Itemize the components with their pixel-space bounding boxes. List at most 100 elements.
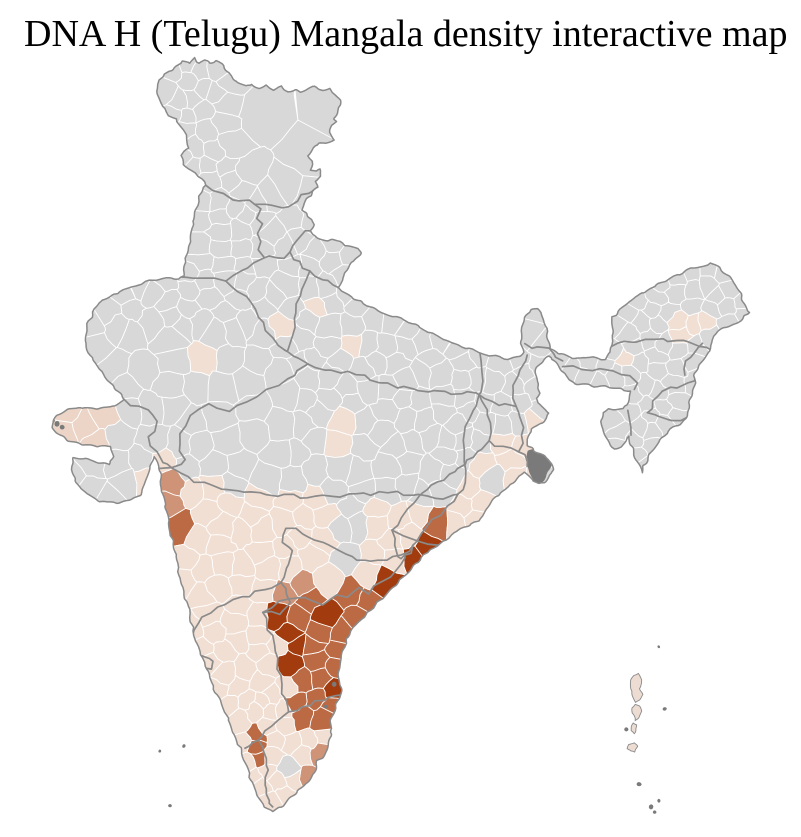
district-cell[interactable] [103, 313, 130, 349]
district-cell[interactable] [298, 764, 378, 837]
district-cell[interactable] [292, 409, 319, 442]
district-cell[interactable] [324, 452, 354, 484]
district-cell[interactable] [407, 477, 435, 507]
district-cell[interactable] [339, 182, 420, 275]
district-cell[interactable] [355, 587, 439, 651]
district-cell[interactable] [225, 195, 246, 220]
district-cell[interactable] [174, 402, 208, 436]
district-cell[interactable] [392, 389, 413, 410]
district-cell[interactable] [208, 208, 234, 226]
island[interactable] [636, 782, 642, 787]
district-cell[interactable] [256, 716, 278, 737]
district-cell[interactable] [267, 156, 304, 206]
island[interactable] [630, 722, 638, 735]
district-cell[interactable] [302, 633, 329, 656]
district-cell[interactable] [230, 238, 254, 260]
district-cell[interactable] [182, 89, 205, 110]
district-cell[interactable] [244, 701, 265, 724]
district-cell[interactable] [55, 248, 123, 327]
district-cell[interactable] [294, 308, 321, 336]
district-cell[interactable] [89, 213, 152, 302]
district-cell[interactable] [394, 258, 451, 340]
district-cell[interactable] [210, 255, 237, 274]
district-cell[interactable] [133, 467, 161, 509]
district-cell[interactable] [318, 172, 406, 254]
district-cell[interactable] [301, 649, 331, 672]
district-cell[interactable] [463, 237, 585, 326]
district-cell[interactable] [222, 316, 247, 349]
island[interactable] [652, 810, 657, 814]
island[interactable] [662, 707, 667, 711]
district-cell[interactable] [101, 0, 183, 83]
district-cell[interactable] [18, 475, 109, 562]
district-cell[interactable] [266, 729, 286, 751]
district-cell[interactable] [183, 766, 263, 833]
district-cell[interactable] [100, 104, 182, 159]
district-cell[interactable] [92, 50, 179, 134]
district-cell[interactable] [144, 676, 230, 758]
district-cell[interactable] [216, 127, 262, 160]
district-cell[interactable] [429, 268, 482, 355]
district-cell[interactable] [667, 407, 750, 489]
district-cell[interactable] [691, 198, 737, 279]
district-cell[interactable] [123, 607, 205, 665]
district-cell[interactable] [734, 299, 801, 388]
district-cell[interactable] [194, 286, 226, 311]
district-cell[interactable] [347, 477, 376, 505]
district-cell[interactable] [442, 291, 483, 361]
district-cell[interactable] [395, 451, 425, 476]
district-cell[interactable] [53, 220, 137, 306]
district-cell[interactable] [580, 267, 640, 324]
district-cell[interactable] [309, 742, 394, 807]
district-cell[interactable] [698, 275, 720, 300]
district-cell[interactable] [0, 343, 89, 424]
district-cell[interactable] [171, 731, 252, 779]
district-cell[interactable] [364, 350, 388, 377]
district-cell[interactable] [511, 362, 536, 386]
district-cell[interactable] [639, 206, 688, 286]
district-cell[interactable] [21, 251, 106, 350]
district-cell[interactable] [598, 213, 671, 293]
district-cell[interactable] [319, 696, 405, 741]
district-cell[interactable] [129, 635, 215, 694]
district-cell[interactable] [156, 231, 212, 256]
district-cell[interactable] [436, 424, 457, 450]
island[interactable] [648, 804, 654, 810]
island[interactable] [158, 749, 162, 753]
district-cell[interactable] [381, 248, 454, 336]
district-cell[interactable] [575, 434, 629, 497]
district-cell[interactable] [249, 234, 276, 259]
district-cell[interactable] [367, 419, 399, 448]
district-cell[interactable] [450, 368, 472, 391]
district-cell[interactable] [683, 362, 766, 444]
district-cell[interactable] [343, 272, 392, 318]
district-cell[interactable] [266, 769, 288, 792]
district-cell[interactable] [455, 470, 482, 500]
district-cell[interactable] [409, 357, 432, 390]
district-cell[interactable] [371, 564, 459, 652]
district-cell[interactable] [190, 553, 216, 583]
district-cell[interactable] [129, 208, 213, 233]
district-cell[interactable] [157, 694, 240, 754]
district-cell[interactable] [697, 310, 718, 331]
district-cell[interactable] [715, 313, 775, 392]
district-cell[interactable] [564, 228, 649, 311]
island[interactable] [629, 672, 644, 704]
district-cell[interactable] [264, 279, 288, 310]
district-cell[interactable] [205, 534, 239, 557]
district-cell[interactable] [215, 27, 299, 96]
district-cell[interactable] [489, 390, 513, 417]
district-cell[interactable] [274, 785, 351, 837]
district-cell[interactable] [327, 513, 353, 544]
island[interactable] [168, 804, 172, 808]
district-cell[interactable] [713, 203, 796, 284]
district-cell[interactable] [289, 568, 317, 598]
district-cell[interactable] [292, 502, 317, 530]
district-cell[interactable] [298, 727, 319, 750]
district-cell[interactable] [614, 347, 635, 367]
district-cell[interactable] [112, 140, 194, 213]
district-cell[interactable] [640, 436, 725, 495]
district-cell[interactable] [656, 201, 701, 282]
island[interactable] [657, 645, 661, 649]
